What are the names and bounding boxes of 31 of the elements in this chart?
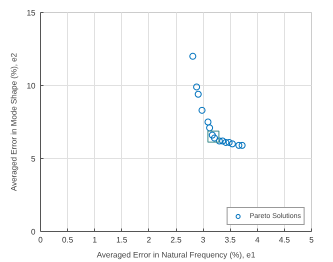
point bbox=[206, 124, 214, 132]
y-tick-label: 5 bbox=[31, 154, 36, 164]
point bbox=[219, 137, 226, 144]
point bbox=[235, 142, 242, 149]
y-axis-title: Averaged Error in Mode Shape (%), e2 bbox=[10, 52, 19, 192]
point bbox=[193, 83, 200, 90]
y-tick-label: 10 bbox=[26, 82, 36, 90]
x-tick-label: 0 bbox=[38, 236, 44, 244]
point bbox=[207, 130, 220, 143]
point bbox=[228, 140, 236, 148]
x-tick-label: 1.5 bbox=[116, 236, 128, 244]
point bbox=[194, 90, 202, 98]
y-tick-label: 0 bbox=[31, 228, 36, 236]
y-tick-label: 15 bbox=[26, 8, 36, 18]
point bbox=[204, 118, 212, 126]
x-tick-label: 3 bbox=[200, 236, 206, 244]
point bbox=[222, 138, 230, 146]
x-tick-label: 3.5 bbox=[224, 236, 236, 244]
x-tick-label: 5 bbox=[309, 236, 314, 244]
point bbox=[238, 142, 246, 149]
x-tick-label: 0.5 bbox=[62, 236, 74, 244]
x-tick-label: 4.5 bbox=[278, 236, 291, 244]
x-axis-title: Averaged Error in Natural Frequency (%), e1 bbox=[96, 250, 256, 260]
x-tick-label: 2 bbox=[146, 236, 152, 244]
x-tick-label: 1 bbox=[92, 236, 98, 244]
point bbox=[198, 106, 206, 114]
point bbox=[226, 138, 233, 146]
point bbox=[216, 137, 223, 144]
x-tick-label: 2.5 bbox=[170, 236, 182, 244]
point bbox=[189, 52, 196, 60]
x-tick-label: 4 bbox=[255, 236, 260, 244]
